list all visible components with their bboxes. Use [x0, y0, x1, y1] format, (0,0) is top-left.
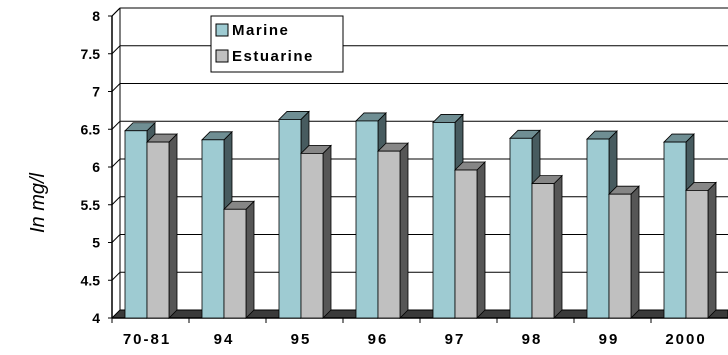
bar-estuarine-95: [300, 144, 332, 319]
bar-front: [377, 150, 401, 319]
legend: Marine Estuarine: [210, 15, 344, 73]
bar-estuarine-94: [223, 200, 255, 319]
bar-front: [201, 139, 225, 319]
gridline-side: [111, 45, 121, 55]
y-tick-label: 6.5: [81, 121, 101, 137]
y-axis-top-edge: [111, 7, 121, 17]
bar-front: [300, 153, 324, 319]
gridline-side: [111, 196, 121, 206]
y-tick-label: 7.5: [81, 46, 101, 62]
bar-side: [553, 174, 563, 319]
x-tick-labels: 70-81 94 95 96 97 98 99 2000: [123, 331, 706, 348]
y-tick-label: 7: [92, 84, 100, 100]
bar-side: [399, 142, 409, 319]
legend-swatch-estuarine: [215, 49, 229, 63]
bar-front: [509, 137, 533, 319]
bar-front: [223, 208, 247, 319]
gridline-side: [111, 234, 121, 243]
x-tick-label: 98: [522, 331, 543, 348]
legend-label-estuarine: Estuarine: [232, 48, 314, 65]
y-tick-labels: 4 4.5 5 5.5 6 6.5 7 7.5 8: [81, 8, 101, 326]
bar-estuarine-97: [454, 161, 486, 319]
gridline-side: [111, 271, 121, 281]
bar-estuarine-96: [377, 142, 409, 319]
y-tick-label: 6: [92, 159, 100, 175]
bar-front: [124, 130, 148, 319]
bar-side: [630, 185, 640, 319]
gridline-side: [111, 158, 121, 168]
bar-front: [685, 190, 709, 319]
bar-front: [454, 169, 478, 319]
x-tick-label: 96: [368, 331, 389, 348]
bar-front: [278, 119, 302, 319]
y-tick-label: 5.5: [81, 197, 101, 213]
bar-side: [322, 144, 332, 319]
bar-front: [663, 141, 687, 319]
bar-side: [476, 161, 486, 319]
bar-side: [245, 200, 255, 319]
bar-side: [707, 181, 717, 319]
bar-front: [586, 138, 610, 319]
bar-front: [608, 193, 632, 319]
bars-layer: [124, 110, 717, 319]
gridline-side: [111, 83, 121, 92]
y-tick-label: 4: [92, 310, 100, 326]
y-tick-label: 8: [92, 8, 100, 24]
bar-front: [146, 141, 170, 319]
bar-front: [432, 122, 456, 319]
bar-front: [531, 183, 555, 319]
y-axis-title: In mg/l: [27, 172, 49, 233]
bar-estuarine-99: [608, 185, 640, 319]
x-tick-label: 99: [599, 331, 620, 348]
bar-side: [168, 133, 178, 319]
x-tick-label: 97: [445, 331, 466, 348]
y-tick-label: 4.5: [81, 272, 101, 288]
gridline-side: [111, 120, 121, 130]
legend-label-marine: Marine: [232, 22, 289, 39]
bar-estuarine-70-81: [146, 133, 178, 319]
x-tick-label: 70-81: [123, 331, 171, 348]
legend-box: [210, 15, 344, 73]
bar-estuarine-98: [531, 174, 563, 319]
x-tick-label: 95: [291, 331, 312, 348]
y-tick-label: 5: [92, 235, 100, 251]
bar-front: [355, 120, 379, 319]
legend-swatch-marine: [215, 23, 229, 37]
bar-estuarine-2000: [685, 181, 717, 319]
x-tick-label: 2000: [665, 331, 706, 348]
x-tick-label: 94: [214, 331, 235, 348]
